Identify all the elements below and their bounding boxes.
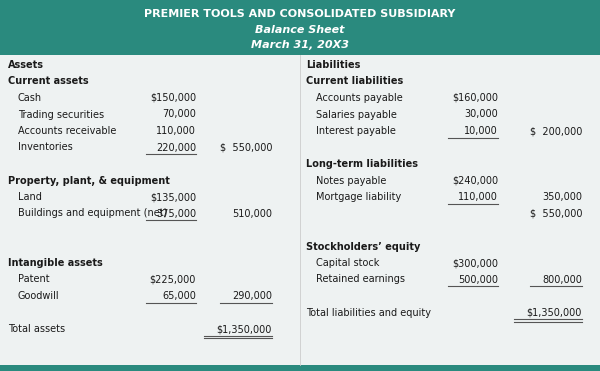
Text: 350,000: 350,000 — [542, 192, 582, 202]
Text: Total assets: Total assets — [8, 324, 65, 334]
Text: Property, plant, & equipment: Property, plant, & equipment — [8, 175, 170, 186]
Bar — [0, 0, 600, 55]
Text: PREMIER TOOLS AND CONSOLIDATED SUBSIDIARY: PREMIER TOOLS AND CONSOLIDATED SUBSIDIAR… — [145, 9, 455, 19]
Text: Salaries payable: Salaries payable — [316, 109, 397, 119]
Text: $150,000: $150,000 — [150, 93, 196, 103]
Text: 375,000: 375,000 — [156, 209, 196, 219]
Text: 500,000: 500,000 — [458, 275, 498, 285]
Text: Land: Land — [18, 192, 42, 202]
Text: Assets: Assets — [8, 60, 44, 70]
Text: 110,000: 110,000 — [156, 126, 196, 136]
Text: Retained earnings: Retained earnings — [316, 275, 405, 285]
Text: $240,000: $240,000 — [452, 175, 498, 186]
Text: 510,000: 510,000 — [232, 209, 272, 219]
Text: 10,000: 10,000 — [464, 126, 498, 136]
Text: Total liabilities and equity: Total liabilities and equity — [306, 308, 431, 318]
Text: Mortgage liability: Mortgage liability — [316, 192, 401, 202]
Text: $  550,000: $ 550,000 — [220, 142, 272, 152]
Text: Notes payable: Notes payable — [316, 175, 386, 186]
Text: 65,000: 65,000 — [162, 291, 196, 301]
Text: Buildings and equipment (net): Buildings and equipment (net) — [18, 209, 167, 219]
Text: Current assets: Current assets — [8, 76, 89, 86]
Text: Inventories: Inventories — [18, 142, 73, 152]
Text: Trading securities: Trading securities — [18, 109, 104, 119]
Text: Accounts receivable: Accounts receivable — [18, 126, 116, 136]
Text: $1,350,000: $1,350,000 — [217, 324, 272, 334]
Text: Balance Sheet: Balance Sheet — [255, 25, 345, 35]
Text: 30,000: 30,000 — [464, 109, 498, 119]
Text: March 31, 20X3: March 31, 20X3 — [251, 40, 349, 50]
Text: Stockholders’ equity: Stockholders’ equity — [306, 242, 421, 252]
Text: Accounts payable: Accounts payable — [316, 93, 403, 103]
Text: Patent: Patent — [18, 275, 50, 285]
Text: 110,000: 110,000 — [458, 192, 498, 202]
Text: $1,350,000: $1,350,000 — [527, 308, 582, 318]
Text: Intangible assets: Intangible assets — [8, 258, 103, 268]
Text: $  550,000: $ 550,000 — [530, 209, 582, 219]
Text: 220,000: 220,000 — [156, 142, 196, 152]
Text: $  200,000: $ 200,000 — [530, 126, 582, 136]
Text: $160,000: $160,000 — [452, 93, 498, 103]
Text: $225,000: $225,000 — [149, 275, 196, 285]
Text: Capital stock: Capital stock — [316, 258, 379, 268]
Text: Liabilities: Liabilities — [306, 60, 361, 70]
Text: Cash: Cash — [18, 93, 42, 103]
Text: Current liabilities: Current liabilities — [306, 76, 403, 86]
Text: 70,000: 70,000 — [162, 109, 196, 119]
Text: 290,000: 290,000 — [232, 291, 272, 301]
Text: Interest payable: Interest payable — [316, 126, 396, 136]
Bar — [0, 365, 600, 371]
Text: $300,000: $300,000 — [452, 258, 498, 268]
Text: Goodwill: Goodwill — [18, 291, 59, 301]
Text: 800,000: 800,000 — [542, 275, 582, 285]
Text: Long-term liabilities: Long-term liabilities — [306, 159, 418, 169]
Text: $135,000: $135,000 — [150, 192, 196, 202]
